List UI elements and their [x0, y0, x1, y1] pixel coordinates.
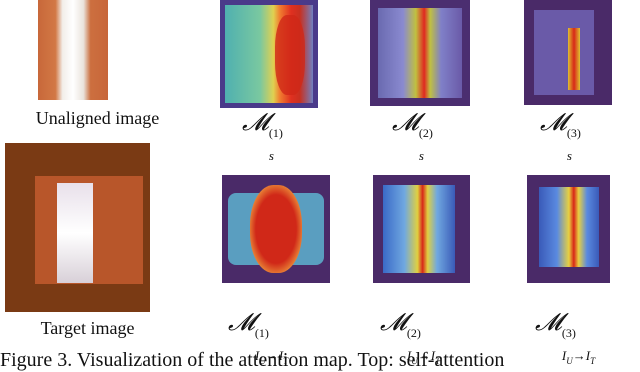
subscript-part: T	[435, 356, 441, 366]
subscript: s	[566, 148, 572, 163]
attention-map	[524, 0, 612, 105]
attention-map	[373, 175, 470, 283]
arrow: →	[417, 348, 431, 363]
superscript: (1)	[268, 126, 283, 140]
unaligned-image	[38, 0, 108, 100]
arrow: →	[265, 348, 279, 363]
subscript-part: I	[406, 348, 412, 363]
target-image	[5, 143, 150, 312]
superscript: (3)	[566, 126, 581, 140]
subscript-part: U	[566, 356, 573, 366]
map-label: 𝓜 (1) s	[242, 110, 291, 163]
subscript-part: I	[278, 348, 284, 363]
symbol: 𝓜	[392, 110, 419, 136]
subscript-part: I	[254, 348, 260, 363]
subscript-part: I	[561, 348, 567, 363]
subscript: IU→IT	[406, 348, 441, 366]
map-label: 𝓜 (3) s	[540, 110, 589, 163]
arrow: →	[572, 348, 586, 363]
symbol: 𝓜	[540, 110, 567, 136]
subscript-part: T	[590, 356, 596, 366]
attention-map	[220, 0, 318, 108]
subscript: s	[268, 148, 274, 163]
subscript-part: T	[283, 356, 289, 366]
map-label: 𝓜 (2) IU→IT	[380, 310, 487, 366]
subscript: IU→IT	[561, 348, 596, 366]
superscript: (1)	[254, 326, 269, 340]
subscript-part: I	[430, 348, 436, 363]
map-label: 𝓜 (1) IU→IT	[228, 310, 335, 366]
source-label: Unaligned image	[35, 108, 160, 128]
symbol: 𝓜	[242, 110, 269, 136]
subscript-part: U	[259, 356, 266, 366]
attention-map	[527, 175, 610, 283]
subscript: IU→IT	[254, 348, 289, 366]
symbol: 𝓜	[535, 310, 562, 336]
subscript: s	[418, 148, 424, 163]
attention-map	[370, 0, 470, 106]
map-label: 𝓜 (3) IU→IT	[535, 310, 640, 366]
symbol: 𝓜	[380, 310, 407, 336]
symbol: 𝓜	[228, 310, 255, 336]
superscript: (3)	[561, 326, 576, 340]
superscript: (2)	[418, 126, 433, 140]
superscript: (2)	[406, 326, 421, 340]
subscript-part: I	[585, 348, 591, 363]
subscript-part: U	[411, 356, 418, 366]
caption: Figure 3. Visualization of the attention…	[0, 349, 505, 371]
source-label: Target image	[40, 318, 135, 338]
attention-map	[222, 175, 330, 283]
map-label: 𝓜 (2) s	[392, 110, 441, 163]
